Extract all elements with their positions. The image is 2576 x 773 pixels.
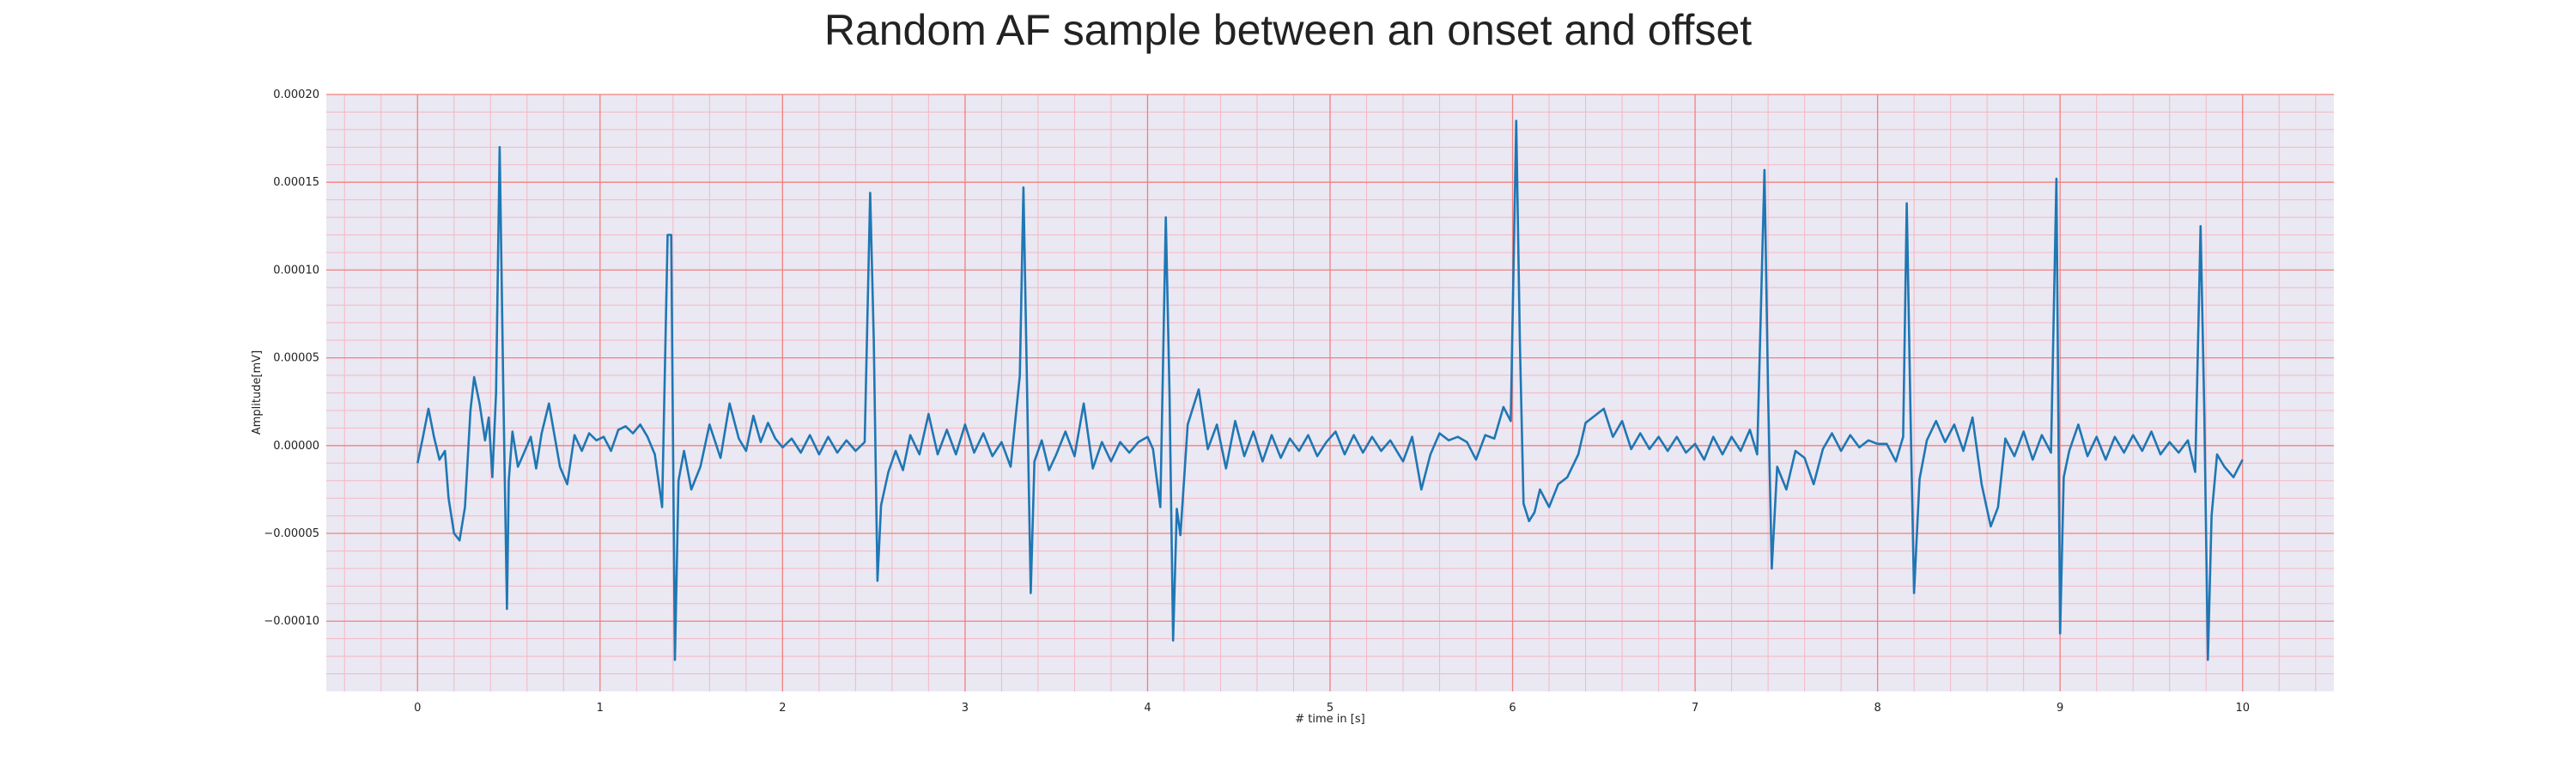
- y-axis-label: Amplitude[mV]: [251, 350, 264, 435]
- x-tick-label: 5: [1327, 702, 1334, 715]
- chart-title: Random AF sample between an onset and of…: [823, 6, 1753, 54]
- x-tick-label: 10: [2235, 702, 2250, 715]
- x-axis-label: # time in [s]: [1295, 713, 1364, 726]
- series-line: [416, 119, 2244, 661]
- y-tick-label: 0.00005: [273, 352, 319, 365]
- x-tick-label: 0: [414, 702, 421, 715]
- x-axis-ticks: 0 1 2 3 4 5 6 7 8 9 10: [414, 702, 2250, 715]
- major-grid: [326, 94, 2334, 691]
- y-tick-label: −0.00010: [264, 615, 319, 628]
- x-tick-label: 6: [1509, 702, 1516, 715]
- y-axis-ticks: −0.00010 −0.00005 0.00000 0.00005 0.00010 0.0…: [264, 88, 319, 628]
- y-tick-label: −0.00005: [264, 527, 319, 540]
- y-tick-label: 0.00010: [273, 264, 319, 277]
- x-tick-label: 4: [1144, 702, 1151, 715]
- x-tick-label: 8: [1874, 702, 1880, 715]
- y-tick-label: 0.00000: [273, 440, 319, 453]
- y-tick-label: 0.00015: [273, 176, 319, 189]
- x-tick-label: 9: [2057, 702, 2063, 715]
- x-tick-label: 3: [962, 702, 969, 715]
- x-tick-label: 2: [779, 702, 786, 715]
- y-tick-label: 0.00020: [273, 88, 319, 101]
- x-tick-label: 1: [597, 702, 604, 715]
- x-tick-label: 7: [1692, 702, 1698, 715]
